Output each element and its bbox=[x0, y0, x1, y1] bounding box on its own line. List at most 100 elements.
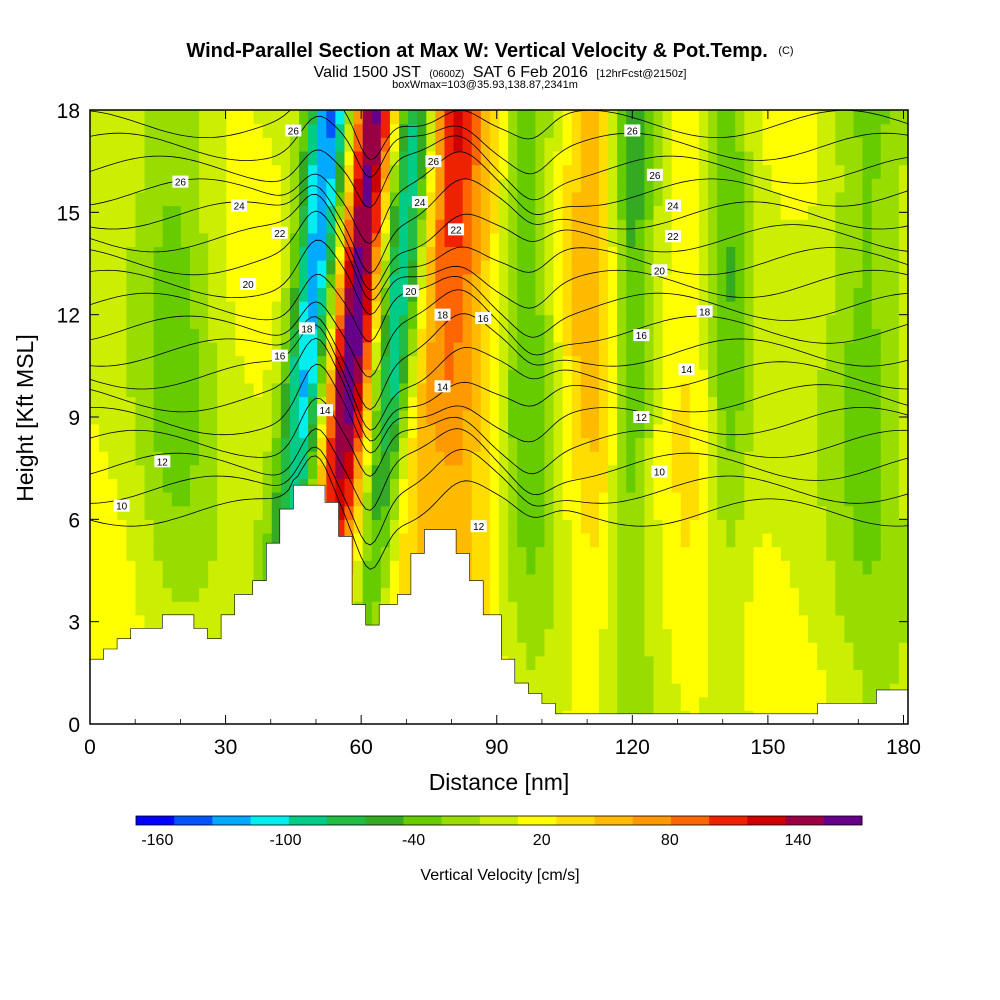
velocity-cell bbox=[489, 478, 500, 493]
velocity-cell bbox=[808, 355, 818, 370]
velocity-cell bbox=[344, 178, 355, 193]
velocity-cell bbox=[326, 451, 336, 466]
velocity-cell bbox=[171, 519, 182, 534]
velocity-cell bbox=[244, 137, 255, 152]
velocity-cell bbox=[880, 110, 891, 125]
velocity-cell bbox=[426, 110, 436, 125]
velocity-cell bbox=[862, 328, 873, 343]
velocity-cell bbox=[726, 232, 736, 248]
contour-label: 24 bbox=[234, 202, 246, 213]
velocity-cell bbox=[271, 301, 282, 316]
velocity-cell bbox=[762, 260, 773, 275]
velocity-cell bbox=[117, 314, 127, 329]
velocity-cell bbox=[889, 232, 900, 248]
velocity-cell bbox=[208, 355, 218, 370]
velocity-cell bbox=[408, 492, 418, 507]
velocity-cell bbox=[189, 437, 200, 452]
velocity-cell bbox=[180, 246, 191, 261]
velocity-cell bbox=[708, 396, 718, 411]
velocity-cell bbox=[344, 273, 355, 288]
velocity-cell bbox=[289, 205, 300, 220]
velocity-cell bbox=[835, 410, 845, 425]
velocity-cell bbox=[371, 573, 382, 589]
velocity-cell bbox=[571, 437, 582, 452]
velocity-cell bbox=[698, 137, 709, 152]
velocity-cell bbox=[871, 219, 882, 234]
velocity-cell bbox=[735, 478, 745, 493]
velocity-cell bbox=[898, 655, 908, 671]
velocity-cell bbox=[399, 314, 409, 329]
velocity-cell bbox=[553, 232, 564, 248]
velocity-cell bbox=[253, 369, 264, 384]
velocity-cell bbox=[580, 642, 591, 657]
velocity-cell bbox=[789, 382, 800, 398]
velocity-cell bbox=[526, 123, 536, 138]
velocity-cell bbox=[808, 287, 818, 302]
velocity-cell bbox=[608, 437, 618, 452]
velocity-cell bbox=[762, 437, 773, 452]
velocity-cell bbox=[780, 587, 791, 602]
velocity-cell bbox=[844, 683, 855, 698]
velocity-cell bbox=[144, 328, 155, 343]
velocity-cell bbox=[535, 110, 546, 125]
velocity-cell bbox=[208, 328, 218, 343]
velocity-cell bbox=[99, 628, 109, 643]
velocity-cell bbox=[189, 478, 200, 493]
velocity-cell bbox=[526, 478, 536, 493]
velocity-cell bbox=[489, 137, 500, 152]
velocity-cell bbox=[880, 410, 891, 425]
velocity-cell bbox=[853, 614, 864, 630]
velocity-cell bbox=[171, 464, 182, 479]
velocity-cell bbox=[135, 246, 146, 261]
velocity-cell bbox=[471, 369, 482, 384]
velocity-cell bbox=[571, 410, 582, 425]
velocity-cell bbox=[689, 396, 700, 411]
velocity-cell bbox=[680, 505, 691, 520]
velocity-cell bbox=[126, 246, 137, 261]
velocity-cell bbox=[244, 464, 255, 479]
velocity-cell bbox=[826, 328, 836, 343]
velocity-cell bbox=[762, 587, 773, 602]
velocity-cell bbox=[208, 287, 218, 302]
velocity-cell bbox=[608, 519, 618, 534]
velocity-cell bbox=[653, 328, 664, 343]
velocity-cell bbox=[844, 246, 855, 261]
velocity-cell bbox=[117, 260, 127, 275]
velocity-cell bbox=[862, 683, 873, 698]
velocity-cell bbox=[844, 410, 855, 425]
velocity-cell bbox=[653, 683, 664, 698]
velocity-cell bbox=[344, 287, 355, 302]
velocity-cell bbox=[835, 328, 845, 343]
velocity-cell bbox=[608, 123, 618, 138]
colorbar-swatch bbox=[403, 816, 443, 825]
velocity-cell bbox=[626, 696, 636, 711]
velocity-cell bbox=[562, 328, 573, 343]
velocity-cell bbox=[626, 532, 636, 548]
velocity-cell bbox=[153, 355, 164, 370]
velocity-cell bbox=[771, 601, 782, 616]
velocity-cell bbox=[144, 273, 155, 288]
velocity-cell bbox=[217, 123, 227, 138]
velocity-cell bbox=[199, 191, 209, 207]
velocity-cell bbox=[426, 301, 436, 316]
velocity-cell bbox=[571, 696, 582, 711]
velocity-cell bbox=[698, 410, 709, 425]
velocity-cell bbox=[444, 137, 455, 152]
velocity-cell bbox=[862, 614, 873, 630]
velocity-cell bbox=[117, 164, 127, 179]
velocity-cell bbox=[326, 314, 336, 329]
velocity-cell bbox=[126, 505, 137, 520]
velocity-cell bbox=[462, 191, 473, 207]
velocity-cell bbox=[880, 382, 891, 398]
velocity-cell bbox=[108, 601, 118, 616]
velocity-cell bbox=[635, 369, 646, 384]
velocity-cell bbox=[862, 273, 873, 288]
velocity-cell bbox=[526, 642, 536, 657]
velocity-cell bbox=[199, 382, 209, 398]
velocity-cell bbox=[717, 546, 727, 561]
velocity-cell bbox=[662, 314, 673, 329]
velocity-cell bbox=[108, 287, 118, 302]
velocity-cell bbox=[499, 178, 509, 193]
velocity-cell bbox=[435, 232, 446, 248]
